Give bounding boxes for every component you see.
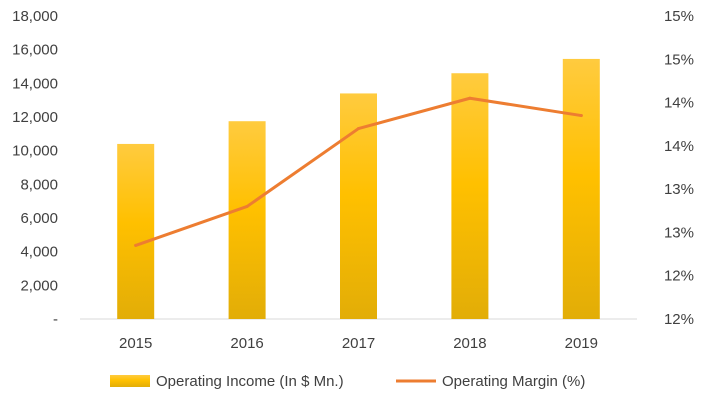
line-point-2016 [245,204,249,208]
right-axis: 12% 12% 13% 13% 14% 14% 15% 15% [664,8,694,328]
left-axis: - 2,000 4,000 6,000 8,000 10,000 12,000 14,000 1… [12,8,58,328]
bar-2016 [228,121,266,319]
left-tick-label: 6,000 [20,210,58,227]
left-tick-label: 18,000 [12,8,58,25]
legend: Operating Income (In $ Mn.) Operating Ma… [110,373,585,390]
right-tick-label: 13% [664,224,694,241]
left-tick-label: 12,000 [12,109,58,126]
line-point-2018 [468,96,472,100]
x-tick-label: 2019 [565,335,598,352]
bar-2015 [117,143,155,319]
right-tick-label: 14% [664,138,694,155]
bar-2017 [340,93,377,319]
left-tick-label: 16,000 [12,42,58,59]
bar-series [117,58,600,320]
right-tick-label: 12% [664,268,694,285]
right-tick-label: 15% [664,51,694,68]
left-tick-label: 8,000 [20,176,58,193]
x-axis: 2015 2016 2017 2018 2019 [119,335,598,352]
legend-label-line: Operating Margin (%) [442,373,585,390]
left-tick-label: 4,000 [20,244,58,261]
line-series [134,96,583,247]
right-tick-label: 15% [664,8,694,25]
legend-label-bar: Operating Income (In $ Mn.) [156,373,344,390]
x-tick-label: 2017 [342,335,375,352]
right-tick-label: 13% [664,181,694,198]
line-point-2017 [357,127,360,131]
line-point-2019 [579,114,583,118]
x-tick-label: 2016 [230,335,263,352]
left-tick-label: 2,000 [20,277,58,294]
bar-2019 [562,58,600,320]
left-tick-label: 10,000 [12,143,58,160]
bar-2018 [451,73,489,319]
x-tick-label: 2018 [453,335,486,352]
right-tick-label: 14% [664,95,694,112]
legend-swatch-bar [110,375,150,387]
line-point-2015 [134,243,138,247]
left-tick-label: - [53,311,58,328]
left-tick-label: 14,000 [12,75,58,92]
x-tick-label: 2015 [119,335,152,352]
right-tick-label: 12% [664,311,694,328]
